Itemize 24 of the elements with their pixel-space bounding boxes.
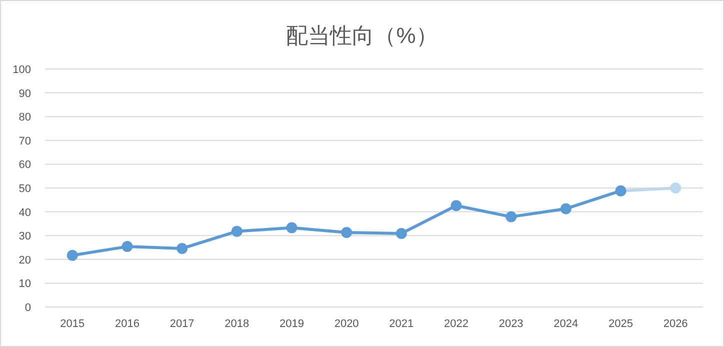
x-tick-label: 2020 bbox=[334, 318, 359, 330]
y-tick-label: 10 bbox=[18, 278, 31, 290]
y-tick-label: 40 bbox=[18, 206, 31, 219]
x-tick-label: 2021 bbox=[389, 318, 414, 330]
y-tick-label: 80 bbox=[18, 112, 31, 124]
x-tick-label: 2016 bbox=[115, 318, 140, 330]
y-tick-label: 100 bbox=[12, 64, 31, 76]
x-tick-label: 2025 bbox=[608, 318, 633, 330]
x-tick-label: 2018 bbox=[224, 318, 250, 330]
y-tick-label: 70 bbox=[18, 135, 31, 148]
x-tick-label: 2019 bbox=[280, 318, 304, 330]
x-tick-label: 2026 bbox=[663, 318, 688, 330]
x-tick-label: 2017 bbox=[170, 318, 194, 330]
x-tick-label: 2023 bbox=[498, 318, 524, 330]
y-tick-label: 50 bbox=[18, 183, 31, 195]
y-tick-label: 30 bbox=[18, 230, 31, 243]
x-tick-label: 2024 bbox=[554, 318, 578, 330]
y-tick-label: 20 bbox=[18, 254, 31, 266]
chart-title: 配当性向（%） bbox=[286, 23, 438, 48]
x-tick-label: 2022 bbox=[444, 318, 468, 330]
x-tick-label: 2015 bbox=[60, 318, 85, 330]
y-tick-label: 0 bbox=[24, 302, 31, 314]
y-tick-label: 60 bbox=[18, 159, 31, 172]
y-tick-label: 90 bbox=[18, 88, 31, 100]
